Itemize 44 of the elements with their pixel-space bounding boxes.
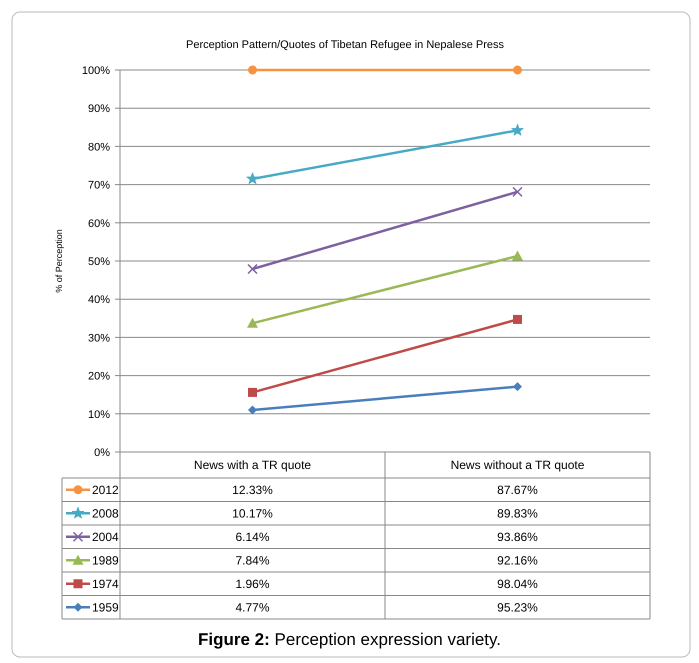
text: 4.77%: [235, 600, 270, 614]
y-axis-title: % of Perception: [54, 229, 64, 293]
point: [246, 172, 259, 184]
point: [248, 66, 257, 74]
legend-label: 1989: [92, 553, 120, 568]
text: 10.17%: [232, 506, 274, 520]
caption: Figure 2: Perception expression variety.: [198, 630, 501, 649]
text: 1.96%: [235, 576, 270, 591]
text: 12.33%: [232, 482, 274, 497]
point: [512, 186, 523, 198]
legend-label: 2012: [92, 482, 120, 497]
point: [513, 314, 522, 324]
x-tick-label: News without a TR quote: [450, 458, 585, 472]
y-tick-label: 20%: [88, 370, 110, 383]
text: 6.14%: [235, 530, 270, 544]
x-tick-label: News with a TR quote: [194, 458, 312, 472]
point: [513, 66, 522, 74]
y-tick-label: 40%: [88, 294, 110, 306]
point: [247, 264, 258, 274]
legend-label: 1959: [92, 600, 120, 614]
text: 7.84%: [235, 553, 270, 568]
point: [513, 382, 522, 392]
text: 93.86%: [497, 530, 538, 544]
y-tick-label: 100%: [82, 65, 110, 77]
point: [511, 124, 524, 136]
text: 92.16%: [497, 553, 538, 568]
y-tick-label: 30%: [88, 332, 110, 344]
legend-label: 1974: [92, 576, 120, 591]
point: [248, 405, 257, 414]
y-tick-label: 10%: [88, 408, 110, 421]
legend-label: 2008: [92, 506, 120, 520]
text: 98.04%: [497, 576, 538, 591]
text: 89.83%: [497, 506, 538, 520]
chart-title: Perception Pattern/Quotes of Tibetan Refugee in Nepalese Press: [186, 39, 504, 51]
y-tick-label: 0%: [94, 447, 110, 459]
legend-label: 2004: [92, 530, 120, 544]
point: [248, 388, 257, 397]
y-tick-label: 50%: [88, 256, 110, 268]
y-tick-label: 80%: [88, 141, 110, 154]
text: 95.23%: [497, 600, 538, 614]
y-tick-label: 90%: [88, 103, 110, 116]
text: 87.67%: [497, 482, 538, 497]
y-tick-label: 60%: [88, 218, 110, 230]
y-tick-label: 70%: [88, 180, 110, 192]
